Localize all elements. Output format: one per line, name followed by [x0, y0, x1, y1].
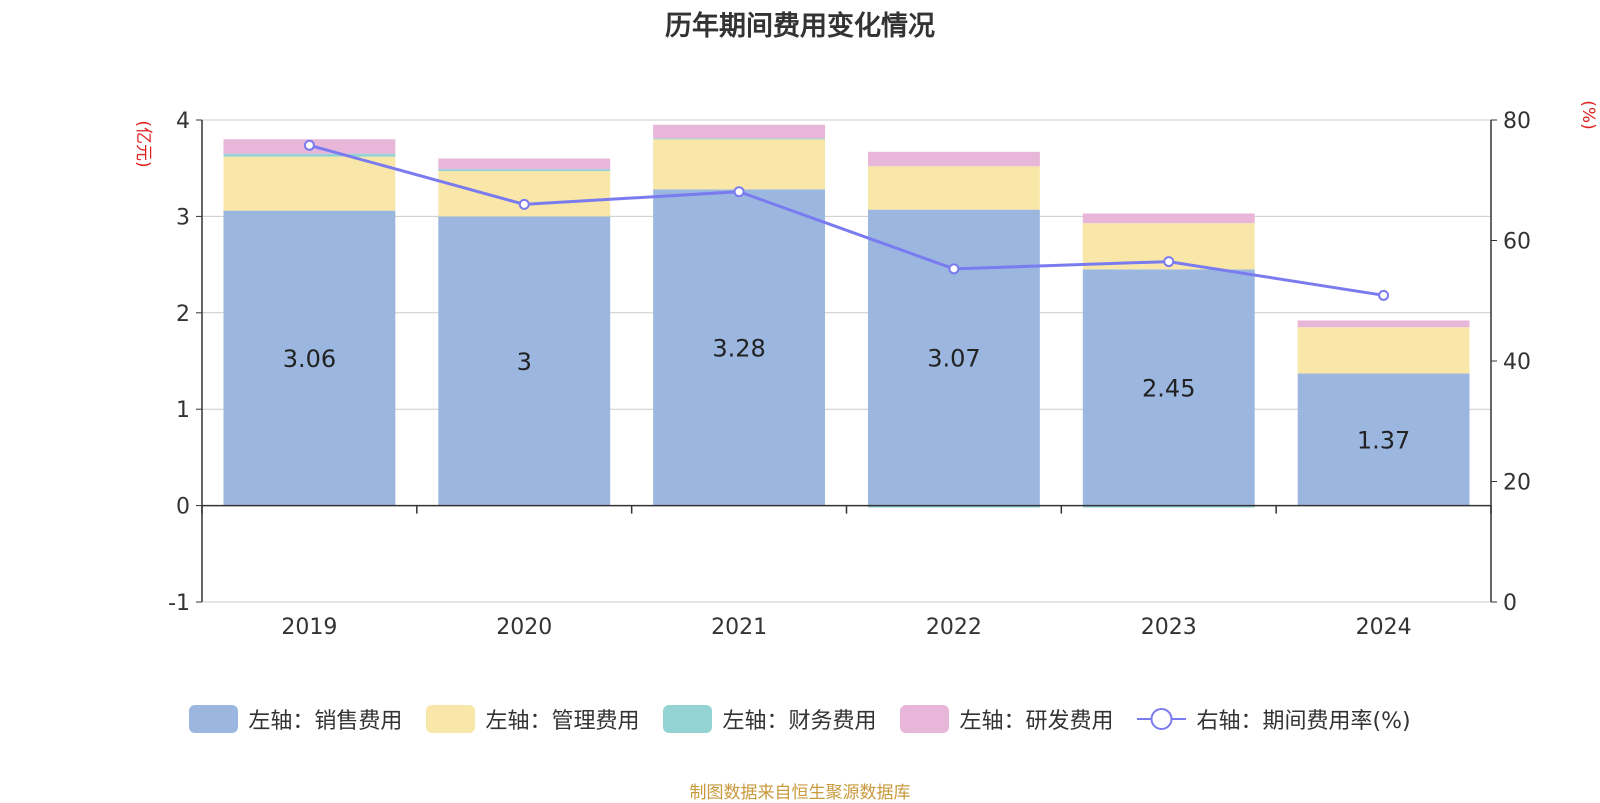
right-tick-label: 60 [1503, 230, 1531, 255]
legend-swatch-finance [663, 705, 713, 733]
x-tick-label: 2024 [1356, 615, 1412, 640]
x-tick-label: 2019 [281, 615, 337, 640]
bar-sales-2021 [653, 189, 826, 506]
legend-item-rd[interactable]: 左轴：研发费用 [900, 703, 1113, 735]
right-tick-label: 20 [1503, 471, 1531, 496]
legend-label-sales: 左轴：销售费用 [248, 709, 403, 734]
chart-title: 历年期间费用变化情况 [665, 11, 935, 42]
right-tick-label: 40 [1503, 350, 1531, 375]
bar-rd-2023 [1082, 213, 1255, 224]
legend-label-admin: 左轴：管理费用 [485, 709, 640, 734]
bar-rd-2022 [867, 151, 1040, 167]
bar-finance-2019 [223, 153, 396, 157]
legend-item-sales[interactable]: 左轴：销售费用 [189, 703, 402, 735]
bar-sales-2019 [223, 210, 396, 506]
bar-finance-2023 [1082, 505, 1255, 508]
legend-label-rate: 右轴：期间费用率(%) [1196, 709, 1411, 734]
rate-point-2020 [518, 198, 530, 210]
legend-swatch-rd [900, 705, 950, 733]
left-tick-label: 2 [176, 302, 190, 327]
bar-sales-2022 [867, 209, 1040, 506]
data-label-sales-2024: 1.37 [1357, 427, 1410, 455]
rate-point-2021 [733, 186, 745, 198]
grid-lines [202, 119, 1491, 603]
legend-label-finance: 左轴：财务费用 [722, 709, 877, 734]
data-labels: 3.06 3 3.28 3.07 2.45 1.37 [283, 335, 1411, 455]
data-label-sales-2020: 3 [517, 348, 532, 376]
legend-swatch-admin [426, 705, 476, 733]
bar-admin-2021 [653, 139, 826, 190]
legend-item-admin[interactable]: 左轴：管理费用 [426, 703, 639, 735]
data-label-sales-2022: 3.07 [927, 345, 980, 373]
bar-finance-2021 [653, 138, 826, 140]
right-tick-label: 0 [1503, 591, 1517, 616]
legend-item-finance[interactable]: 左轴：财务费用 [663, 703, 876, 735]
left-tick-label: 4 [176, 109, 190, 134]
rate-point-2019 [303, 139, 315, 151]
x-tick-label: 2022 [926, 615, 982, 640]
bar-finance-2020 [438, 169, 611, 172]
bar-rd-2021 [653, 124, 826, 139]
data-label-sales-2021: 3.28 [712, 335, 765, 363]
rate-point-2024 [1378, 289, 1390, 301]
right-tick-label: 80 [1503, 109, 1531, 134]
data-label-sales-2023: 2.45 [1142, 375, 1195, 403]
legend: 左轴：销售费用 左轴：管理费用 左轴：财务费用 左轴：研发费用 右轴：期间费用率… [0, 703, 1600, 735]
rate-point-2022 [948, 263, 960, 275]
left-tick-label: -1 [168, 591, 190, 616]
bar-sales-2023 [1082, 269, 1255, 506]
legend-item-rate[interactable]: 右轴：期间费用率(%) [1137, 703, 1411, 735]
data-source-note: 制图数据来自恒生聚源数据库 [689, 783, 911, 803]
bar-finance-2022 [867, 505, 1040, 508]
rate-point-2023 [1163, 256, 1175, 268]
legend-swatch-sales [189, 705, 239, 733]
rate-line-path [309, 143, 1384, 297]
data-label-sales-2019: 3.06 [283, 345, 336, 373]
bar-admin-2019 [223, 156, 396, 211]
bar-rd-2020 [438, 158, 611, 170]
bar-admin-2022 [867, 166, 1040, 210]
bar-rd-2024 [1297, 320, 1470, 328]
legend-label-rd: 左轴：研发费用 [959, 709, 1114, 734]
rate-line [303, 139, 1390, 301]
left-tick-label: 3 [176, 205, 190, 230]
bars [223, 124, 1470, 508]
bar-sales-2020 [438, 216, 611, 506]
left-axis-title: (亿元) [133, 120, 153, 167]
bar-sales-2024 [1297, 373, 1470, 506]
x-tick-label: 2023 [1141, 615, 1197, 640]
bar-admin-2024 [1297, 327, 1470, 374]
x-tick-label: 2021 [711, 615, 767, 640]
x-tick-label: 2020 [496, 615, 552, 640]
left-tick-label: 1 [176, 398, 190, 423]
left-tick-label: 0 [176, 495, 190, 520]
legend-line-marker-icon [1137, 708, 1187, 730]
right-axis-title: (%) [1578, 100, 1598, 129]
